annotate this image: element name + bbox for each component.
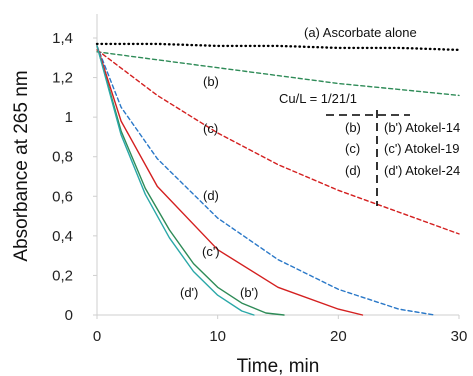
y-tick-label: 0,8 — [52, 149, 73, 166]
inset-legend: (b) (b') Atokel-14 (c) (c') Atokel-19 (d… — [326, 110, 460, 206]
ratio-label: Cu/L = 1/21/1 — [279, 91, 357, 106]
y-tick-label: 1,4 — [52, 30, 73, 47]
annotation-a: (a) Ascorbate alone — [304, 25, 417, 40]
x-tick-label: 20 — [330, 328, 347, 345]
series-line-b — [96, 45, 285, 316]
x-axis-title: Time, min — [237, 356, 320, 376]
annotation-d: (d) — [203, 188, 219, 203]
y-tick-label: 1,2 — [52, 70, 73, 87]
y-tick-label: 0,2 — [52, 267, 73, 284]
series-line-d — [96, 45, 436, 316]
series-layer — [95, 42, 461, 316]
tick-marks — [93, 37, 460, 319]
legend-row-3-left: (d) — [345, 163, 361, 178]
series-line-c — [96, 49, 460, 235]
legend-row-1-right: (b') Atokel-14 — [384, 120, 460, 135]
x-tick-label: 10 — [209, 328, 226, 345]
tick-labels: 0 0,2 0,4 0,6 0,8 1 1,2 1,4 0 10 20 30 — [52, 30, 467, 345]
legend-row-2-right: (c') Atokel-19 — [384, 141, 459, 156]
x-tick-label: 30 — [451, 328, 468, 345]
legend-row-3-right: (d') Atokel-24 — [384, 163, 460, 178]
x-tick-label: 0 — [93, 328, 101, 345]
y-tick-label: 1 — [65, 109, 73, 126]
legend-row-2-left: (c) — [345, 141, 360, 156]
series-line-b — [96, 51, 460, 97]
series-line-c — [96, 45, 364, 316]
y-tick-label: 0 — [65, 307, 73, 324]
annotation-b-prime: (b') — [240, 285, 258, 300]
series-line-a-ascorbate-alone — [95, 42, 461, 52]
annotation-d-prime: (d') — [180, 285, 198, 300]
y-axis-title: Absorbance at 265 nm — [11, 70, 32, 261]
y-tick-label: 0,4 — [52, 228, 73, 245]
annotation-c: (c) — [203, 121, 218, 136]
annotation-b: (b) — [203, 74, 219, 89]
y-tick-label: 0,6 — [52, 188, 73, 205]
series-line-d — [96, 45, 255, 316]
annotation-c-prime: (c') — [202, 244, 220, 259]
legend-row-1-left: (b) — [345, 120, 361, 135]
